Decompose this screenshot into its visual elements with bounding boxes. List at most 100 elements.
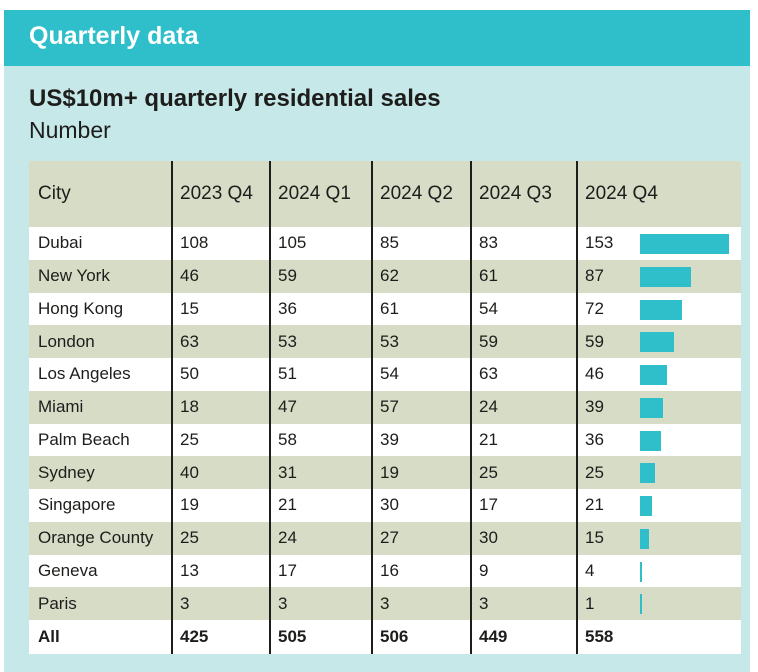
table-row: New York 46 59 62 61 87 (29, 259, 741, 293)
total-cell: 558 (585, 627, 614, 646)
banner: Quarterly data (4, 10, 750, 66)
table-row: Geneva 13 17 16 9 4 (29, 554, 741, 588)
table-cell: 54 (380, 364, 399, 384)
table-cell: 53 (380, 331, 399, 351)
q4-bar (640, 397, 663, 418)
city-label: Los Angeles (38, 364, 131, 384)
table-cell: 63 (479, 364, 498, 384)
total-cell: 505 (278, 627, 307, 646)
table-cell: 54 (479, 298, 498, 318)
table-cell: 16 (380, 560, 399, 580)
table-cell: 30 (380, 495, 399, 515)
table-cell: 47 (278, 397, 297, 417)
q4-bar (640, 234, 729, 254)
table-cell: 36 (585, 429, 604, 449)
table-cell: 15 (585, 528, 604, 548)
table-row: Dubai 108 105 85 83 153 (29, 227, 741, 260)
city-label: London (38, 331, 95, 351)
table-cell: 19 (180, 495, 199, 515)
q4-bar (640, 528, 649, 549)
table-cell: 72 (585, 298, 604, 318)
q4-bar (640, 430, 661, 451)
table-cell: 1 (585, 593, 595, 613)
table-cell: 46 (180, 266, 199, 286)
table-cell: 4 (585, 560, 595, 580)
table-cell: 61 (479, 266, 498, 286)
table-cell: 36 (278, 298, 297, 318)
q4-bar (640, 463, 655, 484)
table-cell: 58 (278, 429, 297, 449)
table-cell: 85 (380, 233, 399, 253)
city-label: Sydney (38, 462, 95, 482)
table-cell: 105 (278, 233, 307, 253)
city-label: New York (38, 266, 110, 286)
table-header: City 2023 Q4 2024 Q1 2024 Q2 2024 Q3 2024 Q4 (29, 161, 741, 227)
table-cell: 25 (479, 462, 498, 482)
table-cell: 21 (585, 495, 604, 515)
table-row: Los Angeles 50 51 54 63 46 (29, 358, 741, 391)
table-cell: 19 (380, 462, 399, 482)
city-label: Geneva (38, 560, 98, 580)
table-cell: 62 (380, 266, 399, 286)
column-divider (371, 161, 373, 654)
table-cell: 24 (479, 397, 498, 417)
q4-bar (640, 561, 643, 582)
column-header: 2024 Q4 (585, 183, 658, 204)
q4-bar (640, 594, 642, 615)
city-label: Hong Kong (38, 298, 124, 318)
table-row: Paris 3 3 3 3 1 (29, 587, 741, 620)
table-cell: 39 (380, 429, 399, 449)
table-cell: 25 (180, 528, 199, 548)
table-cell: 21 (479, 429, 498, 449)
city-label: Palm Beach (38, 429, 130, 449)
table-cell: 83 (479, 233, 498, 253)
table-cell: 17 (479, 495, 498, 515)
table-cell: 27 (380, 528, 399, 548)
total-cell: 449 (479, 627, 508, 646)
table-cell: 3 (180, 593, 190, 613)
q4-bar (640, 299, 682, 320)
city-label: Paris (38, 593, 77, 613)
table-cell: 13 (180, 560, 199, 580)
table-cell: 51 (278, 364, 297, 384)
table-body: Dubai 108 105 85 83 153 New York 46 59 62 61 87 Hong… (29, 227, 741, 654)
table-cell: 3 (278, 593, 288, 613)
table-cell: 61 (380, 298, 399, 318)
table-cell: 15 (180, 298, 199, 318)
table-cell: 57 (380, 397, 399, 417)
table-row: Orange County 25 24 27 30 15 (29, 521, 741, 555)
column-divider (470, 161, 472, 654)
table-cell: 59 (479, 331, 498, 351)
table-row: Hong Kong 15 36 61 54 72 (29, 292, 741, 326)
city-label: Miami (38, 397, 84, 417)
table-cell: 40 (180, 462, 199, 482)
table-cell: 21 (278, 495, 297, 515)
table-cell: 153 (585, 233, 614, 253)
q4-bar (640, 332, 675, 353)
chart-subtitle: Number (29, 117, 111, 143)
table-cell: 24 (278, 528, 297, 548)
table-row: Miami 18 47 57 24 39 (29, 390, 741, 424)
city-label: Orange County (38, 528, 154, 548)
table-cell: 25 (585, 462, 604, 482)
chart-title: US$10m+ quarterly residential sales (29, 85, 441, 112)
chart-panel: Quarterly data US$10m+ quarterly residen… (4, 10, 750, 672)
table-cell: 59 (585, 331, 604, 351)
table-cell: 108 (180, 233, 209, 253)
total-cell: 425 (180, 627, 209, 646)
table-cell: 9 (479, 560, 489, 580)
city-label: Singapore (38, 495, 116, 515)
column-header: 2024 Q1 (278, 183, 351, 204)
q4-bar (640, 365, 667, 385)
table-cell: 17 (278, 560, 297, 580)
total-label: All (38, 627, 60, 646)
table-cell: 87 (585, 266, 604, 286)
table-cell: 31 (278, 462, 297, 482)
q4-bar (640, 266, 691, 287)
table-cell: 39 (585, 397, 604, 417)
table-cell: 53 (278, 331, 297, 351)
column-header: 2024 Q2 (380, 183, 453, 204)
column-divider (576, 161, 578, 654)
column-divider (171, 161, 173, 654)
table-cell: 25 (180, 429, 199, 449)
